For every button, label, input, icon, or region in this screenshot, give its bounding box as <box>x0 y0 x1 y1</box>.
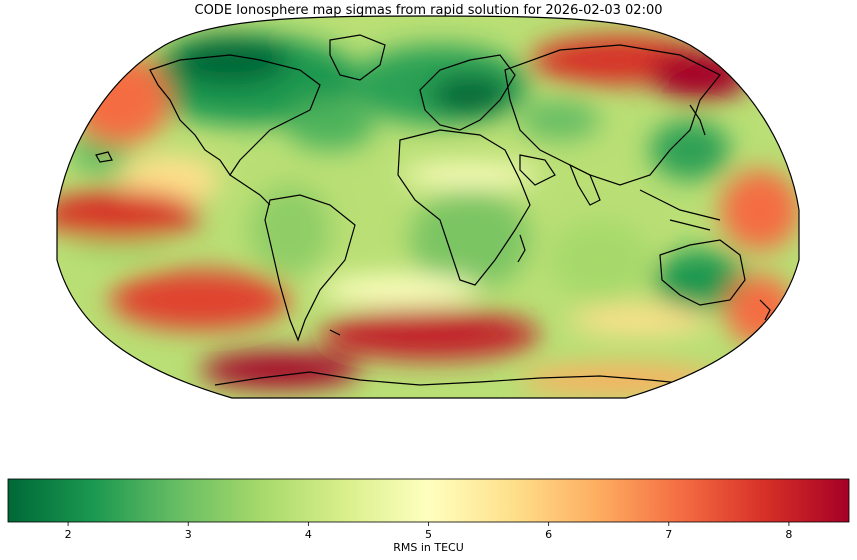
colorbar-ticks: 2 3 4 5 6 7 8 <box>65 522 792 541</box>
colorbar-tick-label: 4 <box>305 528 312 541</box>
colorbar-tick-label: 3 <box>185 528 192 541</box>
colorbar-tick-label: 7 <box>665 528 672 541</box>
coastlines <box>95 34 771 386</box>
colorbar-tick-label: 8 <box>785 528 792 541</box>
colorbar-tick-label: 5 <box>425 528 432 541</box>
colorbar-tick-label: 2 <box>65 528 72 541</box>
colorbar-tick-label: 6 <box>545 528 552 541</box>
colorbar-label: RMS in TECU <box>393 541 464 554</box>
map-title: CODE Ionosphere map sigmas from rapid so… <box>194 3 663 18</box>
sigma-field <box>57 16 799 398</box>
colorbar-bar <box>7 478 850 523</box>
